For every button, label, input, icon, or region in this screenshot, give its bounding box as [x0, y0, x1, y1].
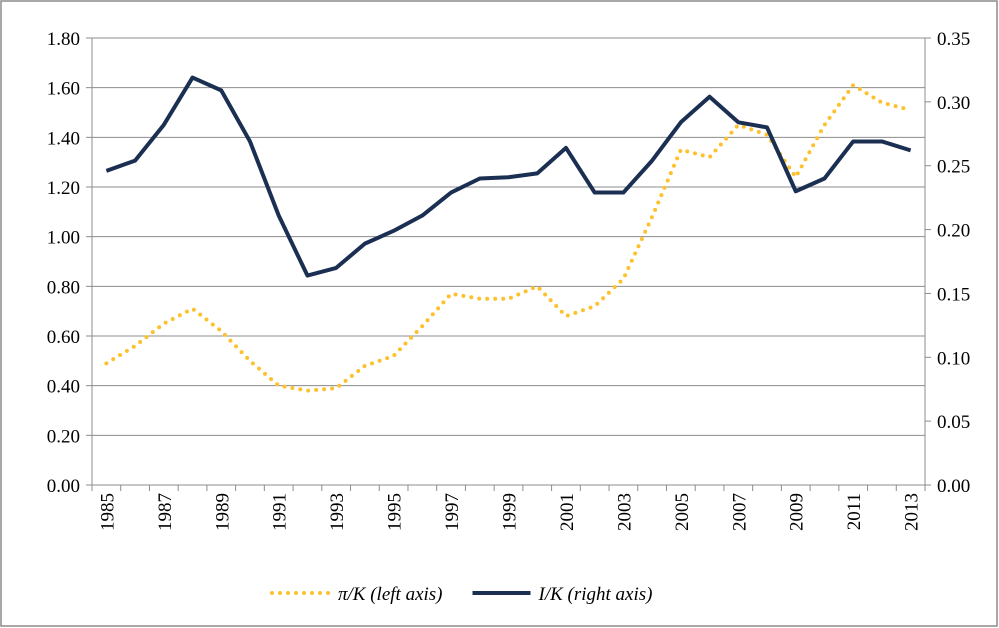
- y-tick-label: 0.60: [47, 327, 80, 348]
- y2-tick-label: 0.15: [937, 284, 970, 305]
- x-tick-label: 1987: [155, 493, 176, 531]
- y2-tick-label: 0.35: [937, 29, 970, 50]
- legend-label: I/K (right axis): [538, 584, 653, 605]
- legend-label: π/K (left axis): [338, 584, 443, 605]
- x-tick-label: 2013: [902, 493, 923, 531]
- y2-tick-label: 0.30: [937, 93, 970, 114]
- x-tick-label: 2005: [672, 493, 693, 531]
- x-tick-label: 1991: [270, 493, 291, 531]
- y2-tick-label: 0.00: [937, 476, 970, 497]
- x-tick-label: 2007: [729, 493, 750, 531]
- y2-tick-label: 0.05: [937, 412, 970, 433]
- y-tick-label: 1.60: [47, 79, 80, 100]
- y-tick-label: 1.80: [47, 29, 80, 50]
- x-tick-label: 1997: [442, 493, 463, 531]
- y-tick-label: 0.40: [47, 377, 80, 398]
- x-tick-label: 2003: [614, 493, 635, 531]
- y-tick-label: 1.00: [47, 228, 80, 249]
- x-tick-label: 1989: [212, 493, 233, 531]
- x-tick-label: 1985: [97, 493, 118, 531]
- x-tick-label: 2011: [844, 493, 865, 530]
- y-tick-label: 0.00: [47, 476, 80, 497]
- x-tick-label: 1993: [327, 493, 348, 531]
- x-tick-label: 2009: [787, 493, 808, 531]
- y-tick-label: 0.20: [47, 426, 80, 447]
- x-tick-label: 2001: [557, 493, 578, 531]
- x-tick-label: 1995: [385, 493, 406, 531]
- series-line: [105, 75, 912, 278]
- y2-tick-label: 0.25: [937, 157, 970, 178]
- y2-tick-label: 0.10: [937, 348, 970, 369]
- x-tick-label: 1999: [500, 493, 521, 531]
- y-tick-label: 1.20: [47, 178, 80, 199]
- y-tick-label: 0.80: [47, 277, 80, 298]
- y2-tick-label: 0.20: [937, 221, 970, 242]
- y-tick-label: 1.40: [47, 128, 80, 149]
